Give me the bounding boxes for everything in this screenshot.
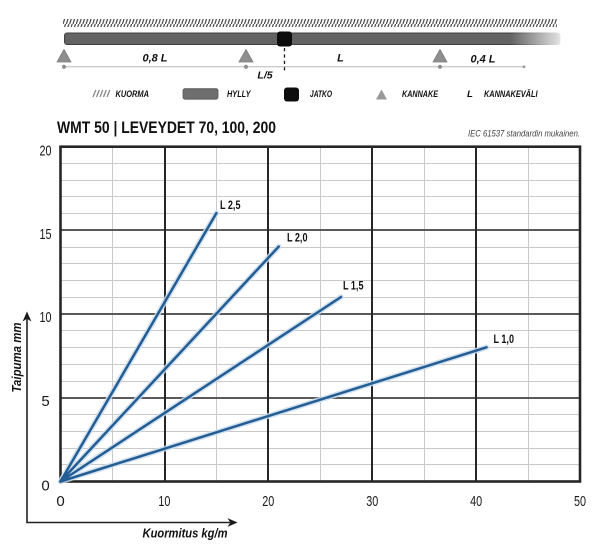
svg-text:0: 0	[41, 478, 49, 495]
svg-text:L 1,0: L 1,0	[494, 333, 515, 346]
svg-text:50: 50	[574, 493, 586, 510]
svg-text:KUORMA: KUORMA	[116, 89, 150, 100]
svg-text:20: 20	[40, 143, 52, 160]
svg-text:0,8 L: 0,8 L	[142, 53, 167, 65]
svg-text:KANNAKEVÄLI: KANNAKEVÄLI	[484, 89, 538, 100]
svg-text:40: 40	[470, 493, 482, 510]
svg-text:HYLLY: HYLLY	[227, 89, 252, 100]
svg-text:L: L	[467, 89, 473, 100]
svg-text:L 1,5: L 1,5	[343, 280, 364, 293]
svg-text:0,4 L: 0,4 L	[470, 54, 495, 66]
svg-text:10: 10	[40, 309, 52, 326]
svg-text:JATKO: JATKO	[310, 89, 332, 100]
svg-text:L: L	[337, 53, 344, 65]
svg-text:Taipuma mm: Taipuma mm	[9, 322, 24, 392]
svg-text:L 2,0: L 2,0	[287, 232, 308, 245]
svg-text:15: 15	[40, 226, 52, 243]
svg-text:L 2,5: L 2,5	[220, 199, 241, 212]
svg-text:WMT 50 | LEVEYDET 70, 100, 200: WMT 50 | LEVEYDET 70, 100, 200	[57, 119, 276, 137]
svg-text:20: 20	[262, 493, 274, 510]
svg-text:KANNAKE: KANNAKE	[402, 89, 438, 100]
svg-text:10: 10	[158, 493, 170, 510]
svg-text:L/5: L/5	[257, 70, 272, 82]
svg-text:30: 30	[366, 493, 378, 510]
svg-text:5: 5	[41, 393, 49, 410]
svg-text:IEC 61537 standardin mukainen.: IEC 61537 standardin mukainen.	[468, 129, 580, 139]
svg-text:Kuormitus kg/m: Kuormitus kg/m	[143, 527, 228, 541]
svg-text:0: 0	[56, 493, 64, 510]
